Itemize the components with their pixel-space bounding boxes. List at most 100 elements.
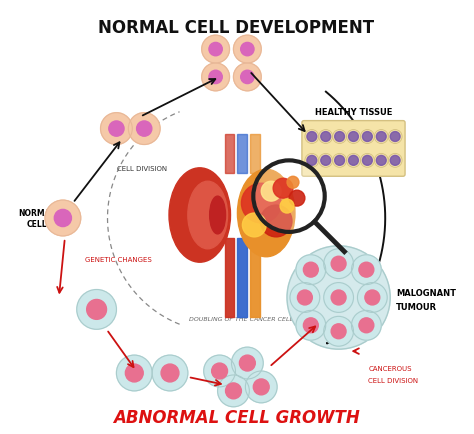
Circle shape [360, 153, 374, 168]
Circle shape [260, 205, 292, 237]
Circle shape [348, 132, 358, 141]
Circle shape [331, 256, 346, 271]
Circle shape [296, 310, 326, 340]
Bar [250, 238, 260, 317]
Circle shape [246, 371, 277, 403]
Circle shape [357, 283, 387, 312]
Circle shape [109, 121, 124, 136]
Circle shape [261, 181, 281, 201]
Circle shape [319, 153, 333, 168]
Ellipse shape [237, 169, 295, 257]
Circle shape [100, 113, 132, 145]
Circle shape [388, 153, 402, 168]
Circle shape [226, 383, 241, 399]
Circle shape [117, 355, 152, 391]
Circle shape [234, 35, 261, 63]
Circle shape [287, 176, 299, 188]
Circle shape [161, 364, 179, 382]
Circle shape [152, 355, 188, 391]
Circle shape [363, 155, 373, 165]
Text: HEALTHY TISSUE: HEALTHY TISSUE [315, 108, 392, 117]
Circle shape [324, 283, 354, 312]
Circle shape [365, 290, 380, 305]
Circle shape [331, 290, 346, 305]
Circle shape [128, 113, 160, 145]
Circle shape [331, 324, 346, 339]
Circle shape [376, 155, 386, 165]
Circle shape [359, 318, 374, 333]
Circle shape [241, 70, 254, 84]
Circle shape [303, 262, 318, 277]
Circle shape [324, 316, 354, 346]
Ellipse shape [169, 168, 230, 262]
Circle shape [218, 375, 249, 407]
Circle shape [348, 155, 358, 165]
Bar [237, 134, 247, 173]
Circle shape [321, 132, 331, 141]
Circle shape [390, 155, 400, 165]
Circle shape [352, 310, 381, 340]
Circle shape [280, 199, 294, 213]
Circle shape [363, 132, 373, 141]
Bar [237, 238, 247, 317]
Circle shape [305, 130, 319, 144]
Circle shape [273, 178, 293, 198]
Circle shape [55, 210, 72, 227]
Circle shape [307, 155, 317, 165]
Circle shape [239, 355, 255, 371]
Circle shape [324, 249, 354, 279]
Text: ABNORMAL CELL GROWTH: ABNORMAL CELL GROWTH [113, 409, 360, 427]
Ellipse shape [210, 196, 226, 234]
Circle shape [307, 132, 317, 141]
Bar [225, 238, 235, 317]
Circle shape [321, 155, 331, 165]
Circle shape [212, 363, 228, 379]
Text: CELL DIVISION: CELL DIVISION [368, 378, 419, 384]
Circle shape [346, 153, 360, 168]
Text: NORMAL CELL DEVELOPMENT: NORMAL CELL DEVELOPMENT [99, 19, 374, 37]
Circle shape [390, 132, 400, 141]
Circle shape [319, 130, 333, 144]
Text: DOUBLING OF THE CANCER CELL: DOUBLING OF THE CANCER CELL [190, 317, 293, 322]
Circle shape [298, 290, 312, 305]
Circle shape [290, 283, 320, 312]
Circle shape [137, 121, 152, 136]
Circle shape [77, 289, 117, 329]
Circle shape [234, 63, 261, 91]
Text: CANCEROUS: CANCEROUS [368, 366, 412, 372]
Circle shape [359, 262, 374, 277]
Circle shape [125, 364, 143, 382]
Circle shape [374, 153, 388, 168]
Circle shape [202, 35, 229, 63]
FancyBboxPatch shape [302, 121, 405, 176]
Text: MALOGNANT: MALOGNANT [396, 289, 456, 298]
Circle shape [335, 155, 345, 165]
Circle shape [287, 246, 390, 349]
Circle shape [333, 130, 346, 144]
Ellipse shape [188, 181, 228, 249]
Circle shape [352, 255, 381, 285]
Circle shape [204, 355, 236, 387]
Circle shape [255, 161, 324, 231]
Circle shape [289, 190, 305, 206]
Circle shape [360, 130, 374, 144]
Circle shape [87, 299, 107, 319]
Circle shape [231, 347, 263, 379]
Circle shape [209, 70, 222, 84]
Circle shape [388, 130, 402, 144]
Text: CELL: CELL [27, 220, 47, 230]
Circle shape [296, 255, 326, 285]
Text: GENETIC CHANGES: GENETIC CHANGES [85, 257, 152, 263]
Circle shape [209, 43, 222, 56]
Circle shape [242, 213, 266, 237]
Circle shape [202, 63, 229, 91]
Circle shape [241, 183, 281, 223]
Text: NORMAL: NORMAL [18, 208, 56, 217]
Circle shape [241, 43, 254, 56]
Circle shape [303, 318, 318, 333]
Circle shape [376, 132, 386, 141]
Circle shape [333, 153, 346, 168]
Circle shape [305, 153, 319, 168]
Bar [225, 134, 235, 173]
Bar [250, 134, 260, 173]
